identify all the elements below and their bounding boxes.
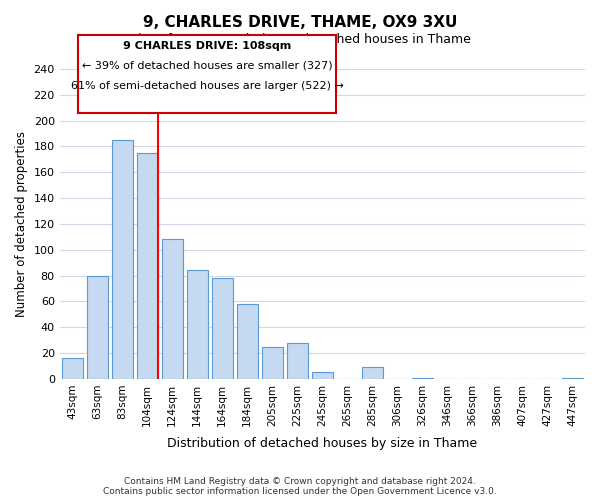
Bar [262, 346, 283, 379]
Bar [112, 140, 133, 379]
Text: ← 39% of detached houses are smaller (327): ← 39% of detached houses are smaller (32… [82, 61, 332, 71]
Bar [362, 368, 383, 379]
Bar [236, 304, 258, 379]
Text: Contains public sector information licensed under the Open Government Licence v3: Contains public sector information licen… [103, 487, 497, 496]
Text: Size of property relative to detached houses in Thame: Size of property relative to detached ho… [130, 32, 470, 46]
X-axis label: Distribution of detached houses by size in Thame: Distribution of detached houses by size … [167, 437, 478, 450]
Bar [86, 276, 108, 379]
Text: Contains HM Land Registry data © Crown copyright and database right 2024.: Contains HM Land Registry data © Crown c… [124, 477, 476, 486]
Text: 9, CHARLES DRIVE, THAME, OX9 3XU: 9, CHARLES DRIVE, THAME, OX9 3XU [143, 15, 457, 30]
Text: 61% of semi-detached houses are larger (522) →: 61% of semi-detached houses are larger (… [71, 81, 343, 91]
Bar [212, 278, 233, 379]
Y-axis label: Number of detached properties: Number of detached properties [15, 131, 28, 317]
Bar [412, 378, 433, 379]
Bar [287, 342, 308, 379]
Bar [62, 358, 83, 379]
Bar [161, 240, 183, 379]
Bar [187, 270, 208, 379]
Bar [137, 153, 158, 379]
Bar [312, 372, 333, 379]
Bar [562, 378, 583, 379]
Text: 9 CHARLES DRIVE: 108sqm: 9 CHARLES DRIVE: 108sqm [123, 41, 291, 51]
